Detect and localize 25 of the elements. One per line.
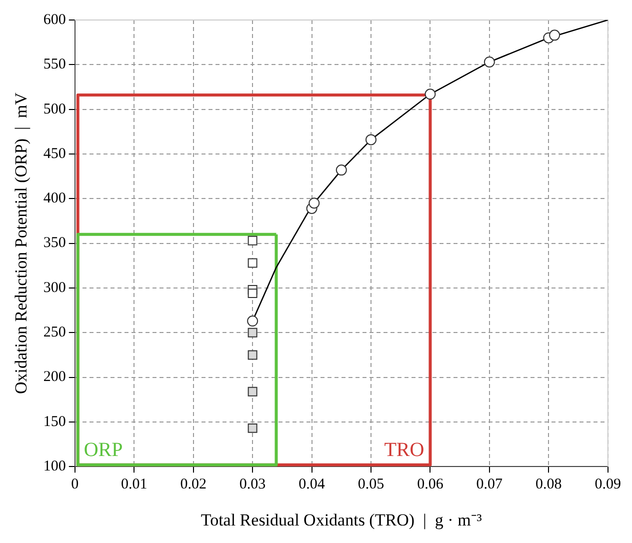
y-tick-label: 350 [43, 235, 66, 252]
y-tick-label: 250 [43, 324, 66, 341]
x-tick-label: 0.09 [594, 476, 621, 493]
y-tick-label: 150 [43, 414, 66, 430]
x-tick-label: 0.03 [239, 476, 266, 493]
y-tick-label: 550 [43, 56, 66, 73]
x-tick-label: 0.07 [476, 476, 504, 493]
x-tick-label: 0.08 [536, 476, 562, 493]
x-tick-label: 0.02 [180, 476, 206, 493]
x-tick-label: 0.04 [298, 476, 326, 493]
y-axis-title: Oxidation Reduction Potential (ORP) | mV [12, 92, 31, 394]
y-tick-label: 600 [43, 12, 66, 28]
y-tick-label: 450 [43, 146, 66, 162]
y-tick-label: 100 [43, 458, 66, 475]
y-tick-label: 200 [43, 369, 66, 386]
x-tick-label: 0.05 [358, 476, 384, 493]
x-tick-label: 0.01 [120, 476, 148, 493]
x-axis-title: Total Residual Oxidants (TRO) | g · m⁻³ [200, 510, 482, 530]
y-tick-label: 500 [43, 101, 66, 118]
series-label: TRO [384, 439, 424, 462]
x-tick-label: 0 [71, 476, 79, 493]
y-tick-label: 400 [43, 190, 66, 207]
y-tick-label: 300 [43, 280, 66, 296]
x-tick-label: 0.06 [417, 476, 444, 493]
series-label: ORP [84, 439, 123, 462]
